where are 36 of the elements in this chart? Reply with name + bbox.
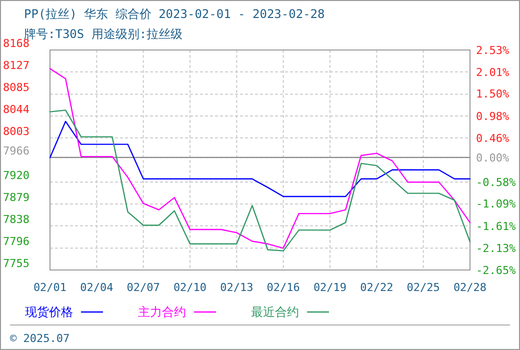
y-tick-label: 7796 (3, 235, 30, 248)
y-tick-label: 7755 (3, 257, 30, 270)
legend-label: 现货价格 (25, 305, 73, 319)
y2-tick-label: -2.13% (476, 242, 516, 255)
legend-label: 最近合约 (251, 305, 299, 319)
x-tick-label: 02/19 (313, 281, 347, 294)
x-tick-label: 02/22 (360, 281, 394, 294)
chart-title: PP(拉丝) 华东 综合价 2023-02-01 - 2023-02-28 (24, 7, 325, 21)
y2-tick-label: -1.09% (476, 198, 516, 211)
y-tick-label: 8085 (3, 81, 30, 94)
y2-tick-label: -0.58% (476, 176, 516, 190)
y-tick-label: 8127 (3, 58, 30, 72)
x-tick-label: 02/25 (406, 281, 440, 294)
y2-tick-label: 0.98% (476, 110, 510, 123)
x-tick-label: 02/04 (80, 281, 114, 294)
x-tick-label: 02/10 (173, 281, 207, 294)
y2-tick-label: -2.65% (476, 264, 516, 277)
y-tick-label: 8044 (3, 103, 30, 116)
y2-tick-label: 0.46% (476, 132, 510, 145)
text: © 2025.07 (10, 332, 70, 345)
y-tick-label: 7879 (3, 190, 30, 204)
y2-tick-label: -1.61% (476, 220, 516, 233)
y-tick-label: 7966 (3, 144, 30, 158)
y-tick-label: 8003 (3, 124, 30, 138)
y2-tick-label: 2.53% (476, 44, 510, 57)
legend-label: 主力合约 (138, 305, 186, 319)
x-tick-label: 02/07 (126, 281, 160, 294)
x-tick-label: 02/13 (220, 281, 254, 294)
x-tick-label: 02/28 (453, 281, 487, 294)
y2-tick-label: 1.50% (476, 88, 510, 101)
y-tick-label: 7920 (3, 169, 30, 182)
y2-tick-label: 0.00% (476, 151, 510, 164)
y-tick-label: 7838 (3, 212, 30, 226)
y2-tick-label: 2.01% (476, 66, 510, 80)
x-tick-label: 02/16 (266, 281, 300, 294)
x-tick-label: 02/01 (33, 281, 67, 294)
